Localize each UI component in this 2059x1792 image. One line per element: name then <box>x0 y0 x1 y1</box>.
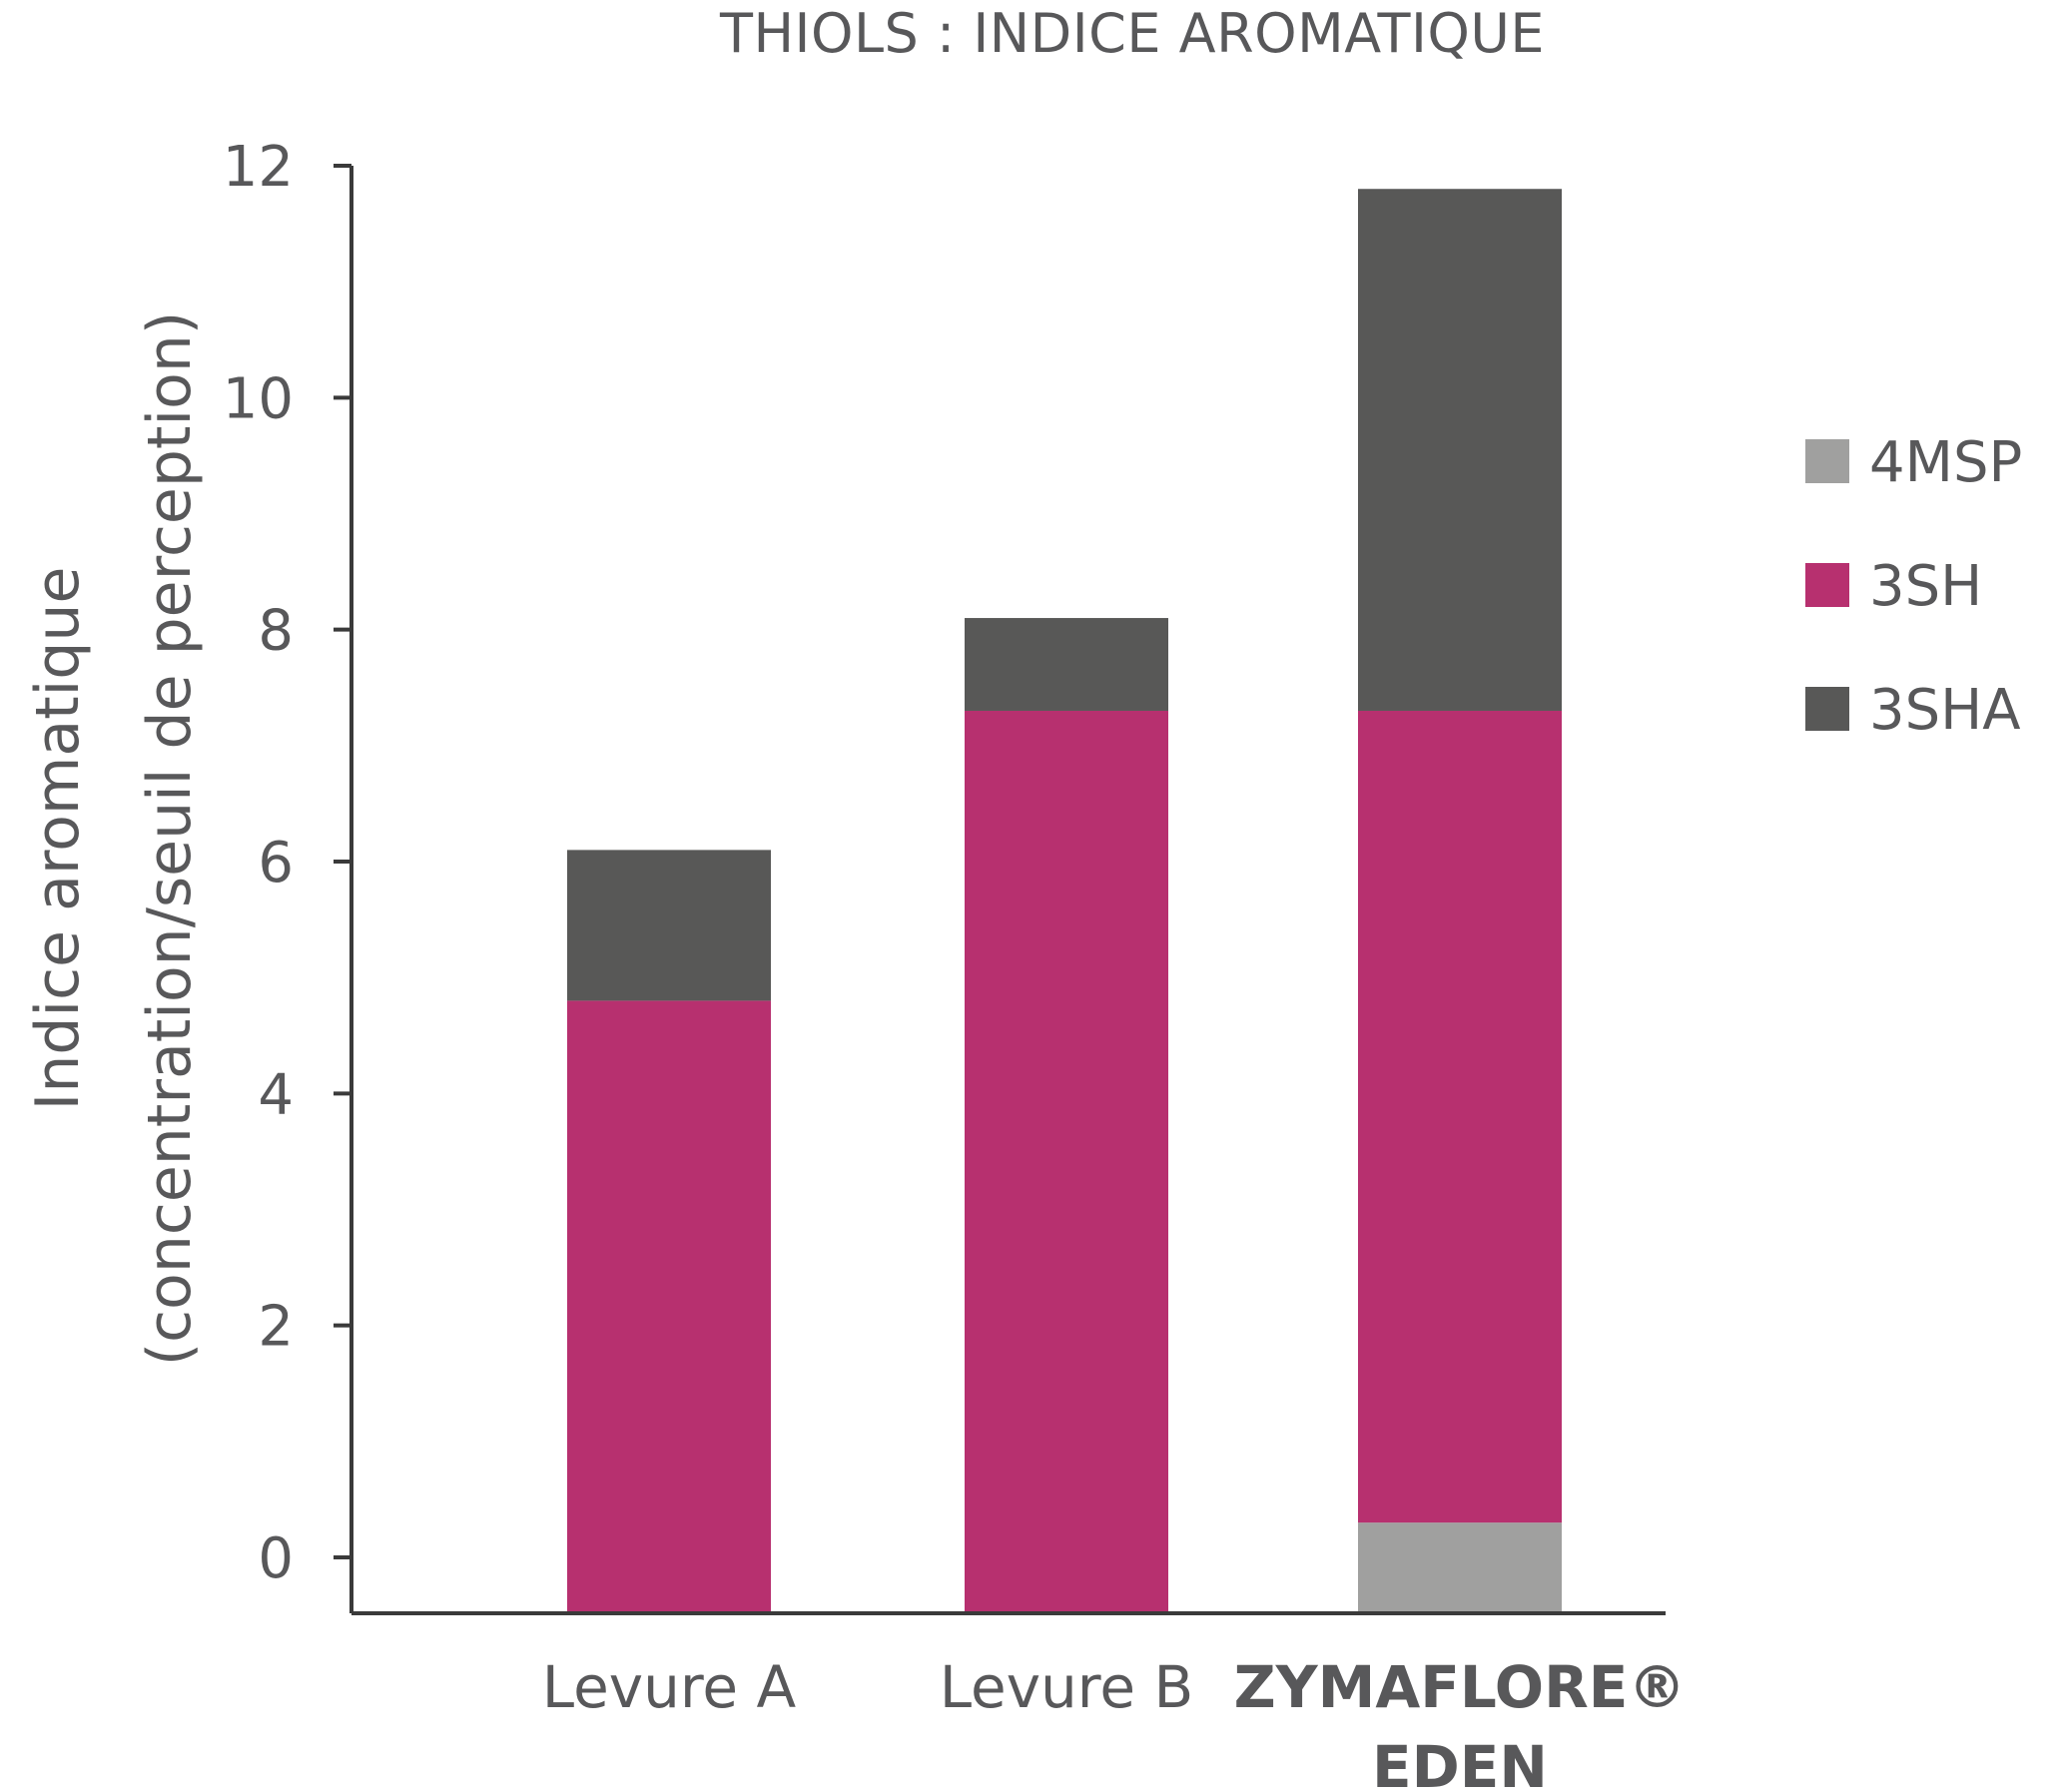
x-category-label: ZYMAFLORE® <box>1234 1653 1687 1721</box>
bar-3sha <box>567 850 771 1001</box>
bar-4msp <box>1358 1522 1562 1613</box>
legend-label-3sh: 3SH <box>1869 554 1982 619</box>
y-tick-label: 12 <box>223 135 294 200</box>
chart-title: THIOLS : INDICE AROMATIQUE <box>719 2 1545 65</box>
legend-swatch-3sha <box>1805 687 1849 731</box>
bar-3sh <box>1358 710 1562 1523</box>
y-tick-label: 4 <box>258 1062 294 1127</box>
legend-swatch-4msp <box>1805 439 1849 483</box>
bars <box>567 189 1562 1613</box>
y-axis-label: Indice aromatique (concentration/seuil d… <box>23 311 205 1367</box>
legend-label-4msp: 4MSP <box>1869 430 2022 495</box>
y-axis-ticks: 0 2 4 6 8 10 12 <box>223 135 351 1591</box>
bar-3sh <box>567 1000 771 1613</box>
y-tick-label: 6 <box>258 831 294 896</box>
y-tick-label: 0 <box>258 1526 294 1591</box>
legend-label-3sha: 3SHA <box>1869 678 2021 743</box>
bar-3sha <box>1358 189 1562 711</box>
y-axis-label-line2: (concentration/seuil de perception) <box>135 311 205 1367</box>
bar-3sh <box>965 710 1168 1613</box>
bar-3sha <box>965 618 1168 711</box>
x-category-label: Levure B <box>940 1653 1194 1721</box>
legend-swatch-3sh <box>1805 563 1849 607</box>
y-tick-label: 8 <box>258 599 294 664</box>
y-tick-label: 10 <box>223 366 294 431</box>
x-axis-labels: Levure A Levure B ZYMAFLORE® EDEN <box>542 1653 1687 1792</box>
y-axis-label-line1: Indice aromatique <box>23 567 93 1111</box>
x-category-label: Levure A <box>542 1653 797 1721</box>
y-tick-label: 2 <box>258 1295 294 1360</box>
x-category-label-line2: EDEN <box>1372 1733 1548 1792</box>
legend: 4MSP 3SH 3SHA <box>1805 430 2022 743</box>
